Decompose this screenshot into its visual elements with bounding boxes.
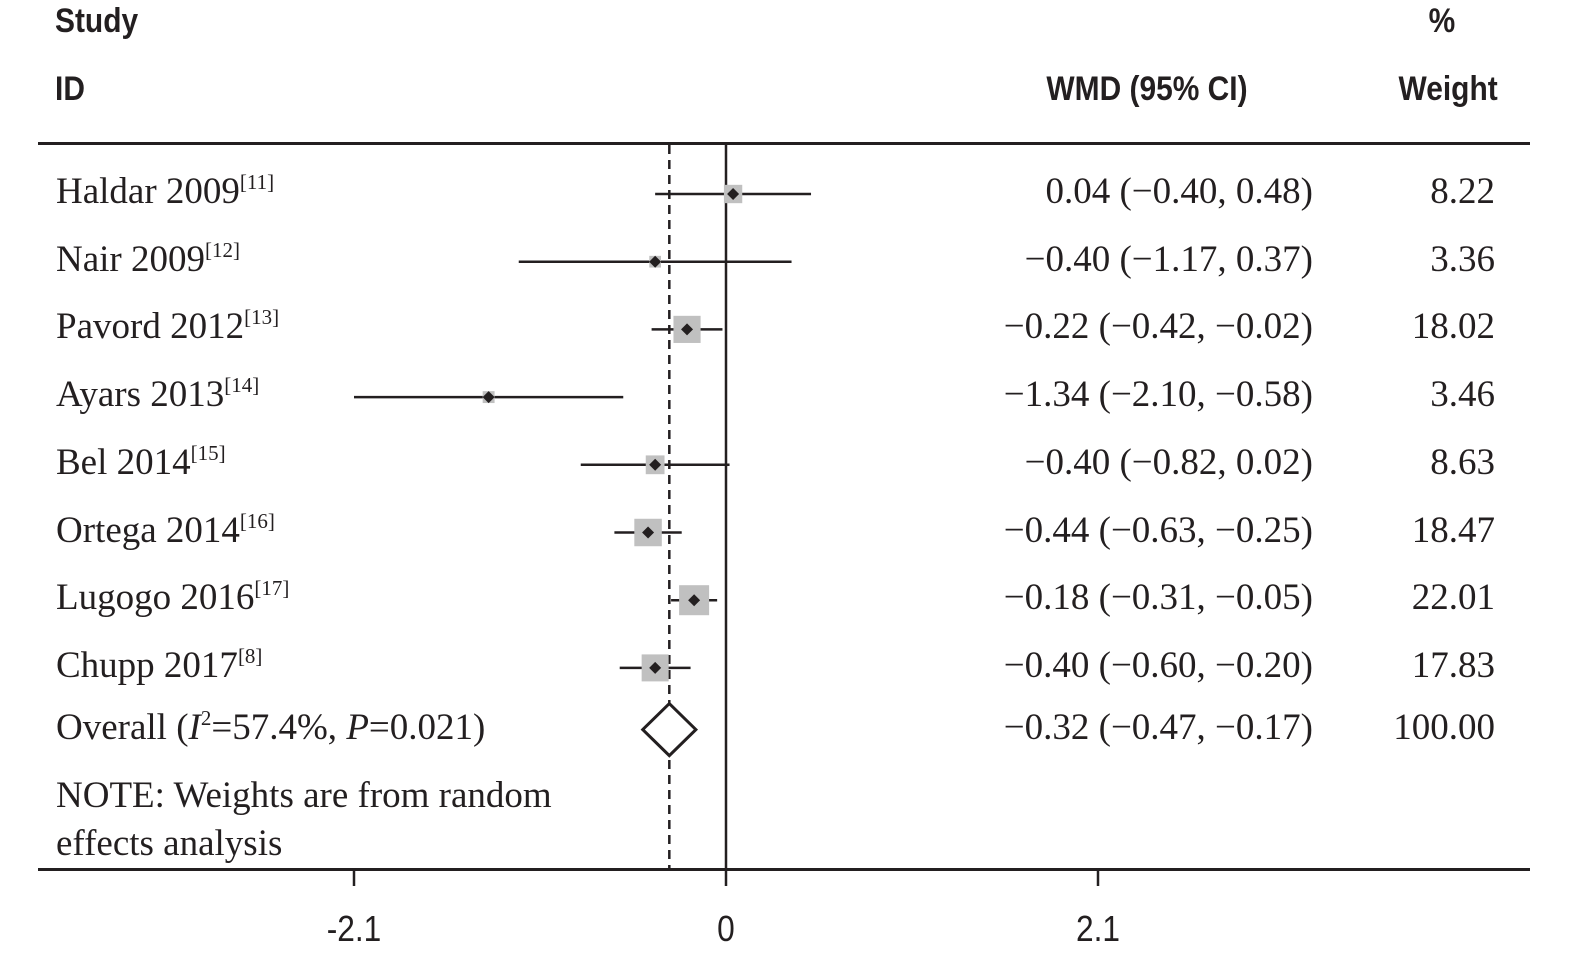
point-estimate-marker — [642, 526, 655, 539]
study-ci-text: −0.40 (−0.82, 0.02) — [1024, 441, 1313, 483]
study-reference: [16] — [239, 508, 275, 533]
study-label: Ortega 2014[16] — [56, 508, 275, 551]
id-header: ID — [55, 70, 85, 108]
point-estimate-marker — [482, 391, 495, 404]
header-rule — [38, 142, 1530, 145]
study-weight-text: 22.01 — [1411, 577, 1495, 619]
study-ci-text: −0.40 (−0.60, −0.20) — [1003, 644, 1313, 686]
estimate-header: WMD (95% CI) — [1046, 70, 1248, 108]
study-label: Pavord 2012[13] — [56, 307, 279, 347]
percent-header: % — [1428, 2, 1455, 40]
study-weight-text: 3.46 — [1430, 374, 1495, 416]
study-name: Chupp 2017 — [56, 644, 238, 686]
study-name: Lugogo 2016 — [56, 577, 255, 619]
x-tick-label: -2.1 — [326, 908, 382, 949]
study-reference: [17] — [254, 576, 290, 601]
point-estimate-marker — [727, 188, 740, 200]
study-ci-text: −0.44 (−0.63, −0.25) — [1003, 509, 1313, 551]
i2-symbol: I — [188, 706, 201, 748]
study-name: Ortega 2014 — [56, 509, 240, 551]
study-reference: [13] — [244, 305, 280, 330]
axis-rule — [38, 868, 1530, 871]
study-ci-text: −0.40 (−1.17, 0.37) — [1024, 238, 1313, 280]
point-estimate-marker — [649, 255, 662, 268]
i2-superscript: 2 — [200, 705, 212, 730]
study-ci-text: −0.18 (−0.31, −0.05) — [1003, 577, 1313, 619]
study-reference: [12] — [205, 237, 240, 262]
study-reference: [15] — [190, 440, 226, 465]
i2-value: =57.4%, — [211, 706, 347, 748]
study-name: Haldar 2009 — [56, 171, 240, 212]
study-weight-text: 3.36 — [1430, 238, 1495, 280]
study-reference: [14] — [224, 373, 260, 398]
point-estimate-marker — [681, 323, 694, 336]
weight-header: Weight — [1398, 70, 1498, 108]
overall-prefix: Overall ( — [56, 706, 189, 748]
study-label: Ayars 2013[14] — [56, 375, 259, 415]
study-label: Haldar 2009[11] — [56, 172, 274, 212]
study-weight-text: 18.47 — [1411, 509, 1495, 551]
point-estimate-marker — [688, 594, 701, 607]
study-header: Study — [55, 2, 139, 40]
study-ci-text: −1.34 (−2.10, −0.58) — [1003, 374, 1313, 416]
overall-label: Overall (I2=57.4%, P=0.021) — [56, 705, 486, 748]
study-label: Chupp 2017[8] — [56, 643, 263, 686]
overall-diamond — [640, 701, 699, 758]
study-weight-text: 8.22 — [1430, 171, 1495, 212]
x-tick-label: 0 — [717, 908, 735, 949]
point-estimate-marker — [649, 661, 662, 674]
p-value: =0.021) — [368, 706, 486, 748]
study-reference: [11] — [239, 170, 275, 194]
p-symbol: P — [346, 706, 369, 748]
overall-ci-text: −0.32 (−0.47, −0.17) — [1003, 706, 1313, 748]
study-reference: [8] — [237, 643, 263, 668]
x-tick-label: 2.1 — [1075, 908, 1121, 949]
study-weight-text: 17.83 — [1411, 644, 1495, 686]
overall-weight-text: 100.00 — [1393, 706, 1495, 748]
study-label: Bel 2014[15] — [56, 440, 226, 483]
study-weight-text: 8.63 — [1430, 441, 1495, 483]
study-ci-text: 0.04 (−0.40, 0.48) — [1045, 171, 1313, 212]
study-name: Ayars 2013 — [56, 374, 225, 416]
study-name: Pavord 2012 — [56, 306, 245, 348]
study-ci-text: −0.22 (−0.42, −0.02) — [1003, 306, 1313, 348]
study-name: Bel 2014 — [56, 441, 191, 483]
study-name: Nair 2009 — [56, 238, 205, 280]
point-estimate-marker — [649, 458, 662, 471]
note-text: NOTE: Weights are from random effects an… — [56, 775, 552, 864]
study-label: Lugogo 2016[17] — [56, 578, 289, 618]
study-weight-text: 18.02 — [1411, 306, 1495, 348]
study-label: Nair 2009[12] — [56, 237, 240, 280]
